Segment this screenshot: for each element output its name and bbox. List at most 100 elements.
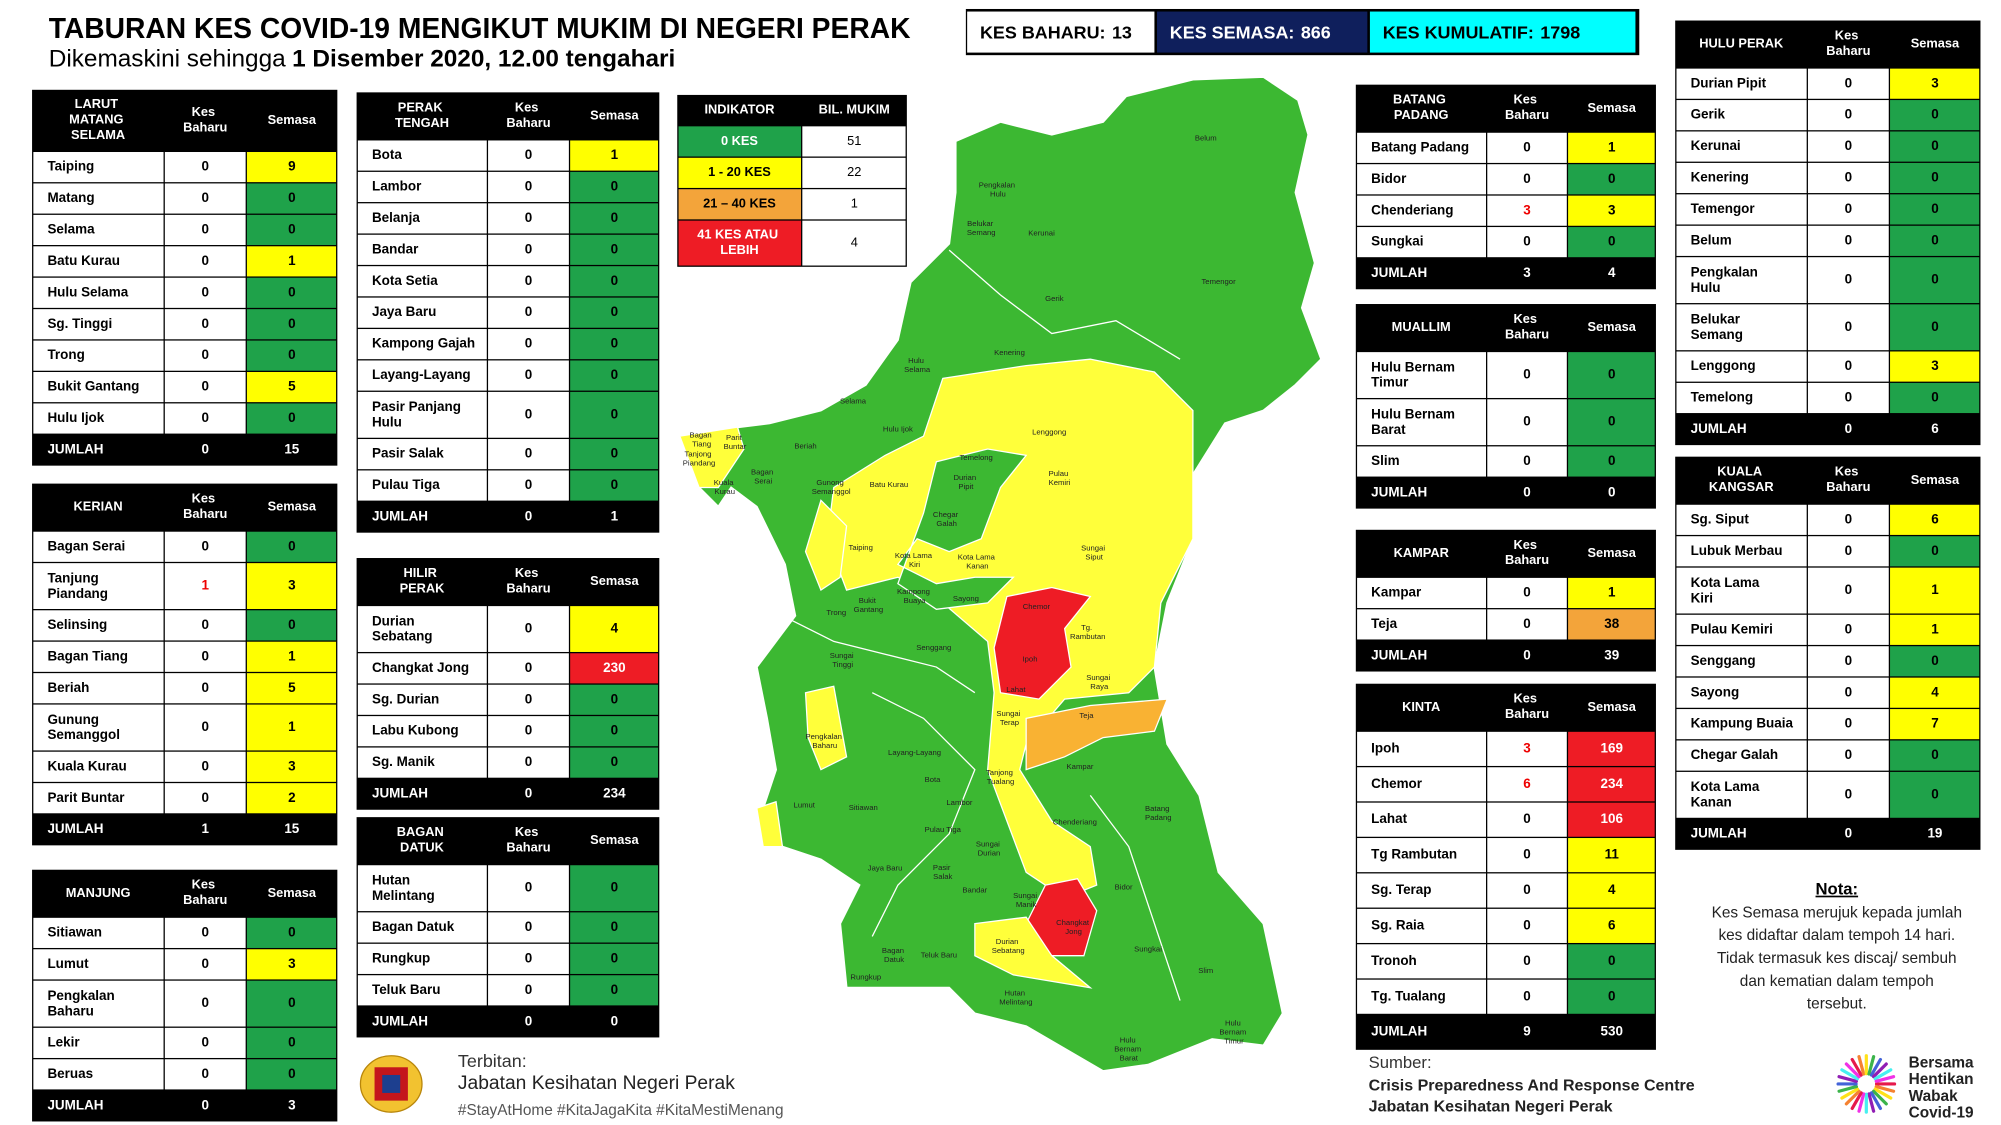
new-cases: 0: [1845, 170, 1852, 185]
new-cases: 0: [1845, 138, 1852, 153]
new-cases: 0: [525, 273, 532, 288]
total-new: 0: [1523, 484, 1530, 499]
text-line: Salak: [933, 872, 952, 881]
text-line: Baharu: [506, 581, 550, 596]
cell: [1807, 382, 1889, 414]
map-label: Bukit Gantang: [854, 596, 883, 614]
new-cases: 0: [1845, 272, 1852, 287]
mukim-name: Layang-Layang: [372, 367, 471, 382]
cell: [570, 684, 659, 715]
active-cases: 9: [288, 159, 295, 174]
text-line: Gantang: [854, 605, 883, 614]
cell: [1807, 351, 1889, 382]
cell: [1568, 164, 1655, 195]
text-line: Manik: [1016, 900, 1037, 909]
active-cases: 0: [1608, 171, 1615, 186]
new-cases: 0: [1523, 917, 1530, 932]
text-line: Kiri: [909, 560, 920, 569]
text-line: Baharu: [1826, 479, 1870, 494]
cell: [1676, 382, 1807, 414]
map-region: [804, 685, 848, 771]
text-line: Rambutan: [1070, 632, 1105, 641]
text-line: Piandang: [47, 585, 108, 600]
cell: [1487, 908, 1567, 943]
text-line: Galah: [936, 519, 957, 528]
text-line: Bagan: [689, 431, 713, 440]
cell: [164, 641, 246, 672]
new-cases: 0: [1523, 139, 1530, 154]
map-label: Jaya Baru: [868, 863, 903, 872]
cell: [488, 975, 569, 1006]
cell: [1890, 194, 1980, 225]
map-label: Kerunai: [1028, 228, 1055, 237]
text-line: Pengkalan: [1691, 264, 1762, 279]
summary-box: [1369, 11, 1636, 53]
active-cases: 0: [1608, 953, 1615, 968]
text-line: Semanggol: [812, 487, 851, 496]
map-region: [974, 916, 1093, 989]
cell: [1357, 731, 1486, 766]
text-line: Tinggi: [832, 660, 853, 669]
cell: [1890, 614, 1980, 645]
new-cases: 0: [525, 210, 532, 225]
text-line: Sebatang: [372, 628, 433, 643]
text-line: Baharu: [506, 840, 550, 855]
mukim-name: Beriah: [47, 680, 89, 695]
new-cases: 0: [525, 367, 532, 382]
active-cases: 6: [1608, 917, 1615, 932]
active-cases: 1: [1608, 585, 1616, 600]
cell: [1487, 944, 1567, 979]
text-line: Baharu: [1826, 43, 1870, 58]
map-label: Taiping: [848, 543, 872, 552]
map-label: Bagan Datuk: [882, 946, 906, 964]
text-line: Hulu: [1120, 1035, 1138, 1044]
text-line: Bernam: [1219, 1028, 1248, 1037]
cell: [1568, 908, 1655, 943]
new-cases: 0: [201, 284, 208, 299]
column-header: Semasa: [1587, 100, 1636, 115]
active-cases: 1: [1931, 582, 1939, 597]
map-label: Slim: [1198, 966, 1213, 975]
map-label: Durian Sebatang: [992, 937, 1025, 955]
cell: [357, 975, 487, 1006]
map-label: Sungkai: [1134, 944, 1162, 953]
text-line: Jong: [1065, 927, 1082, 936]
text-line: Sungai: [1086, 673, 1112, 682]
mukim-name: Hulu Selama: [47, 284, 128, 299]
mukim-name: Tg Rambutan: [1371, 847, 1457, 862]
logo-ray: [1850, 1091, 1863, 1110]
mukim-name: Kota Lama Kiri: [1691, 574, 1764, 604]
cell: [1487, 767, 1567, 802]
cell: [570, 234, 659, 265]
mukim-name: Tronoh: [1371, 953, 1417, 968]
active-cases: 3: [288, 758, 295, 773]
map-label: Tanjong Tualang: [986, 768, 1015, 786]
total-new: 0: [525, 786, 532, 801]
cell: [1676, 68, 1807, 99]
text-line: Chegar: [933, 510, 960, 519]
text-line: KUALA: [1717, 464, 1765, 479]
map-label: Kampar: [1067, 762, 1094, 771]
map-label: Pulau Tiga: [925, 825, 962, 834]
cell: [1890, 677, 1980, 708]
map-label: Senggang: [916, 643, 951, 652]
source-line: Jabatan Kesihatan Negeri Perak: [1369, 1097, 1613, 1115]
subtitle-date: 1 Disember 2020, 12.00 tengahari: [292, 46, 675, 73]
cell: [570, 391, 659, 438]
cell: [1890, 131, 1980, 162]
cell: [1487, 873, 1567, 908]
map-label: Tanjong Piandang: [683, 450, 715, 468]
note-line: tersebut.: [1807, 996, 1867, 1013]
text-line: Kes: [1514, 92, 1541, 107]
text-line: Parit: [726, 433, 744, 442]
total-active: 0: [1608, 484, 1615, 499]
cell: [1487, 352, 1567, 398]
cell: [488, 716, 569, 747]
cell: [164, 277, 246, 308]
logo-text: Wabak: [1909, 1088, 1958, 1105]
column-header: Semasa: [268, 885, 317, 900]
map-border: [1089, 794, 1181, 1001]
mukim-name: Bandar: [372, 241, 419, 256]
column-header: Kes Baharu: [506, 825, 550, 855]
total-label: JUMLAH: [47, 1097, 103, 1112]
